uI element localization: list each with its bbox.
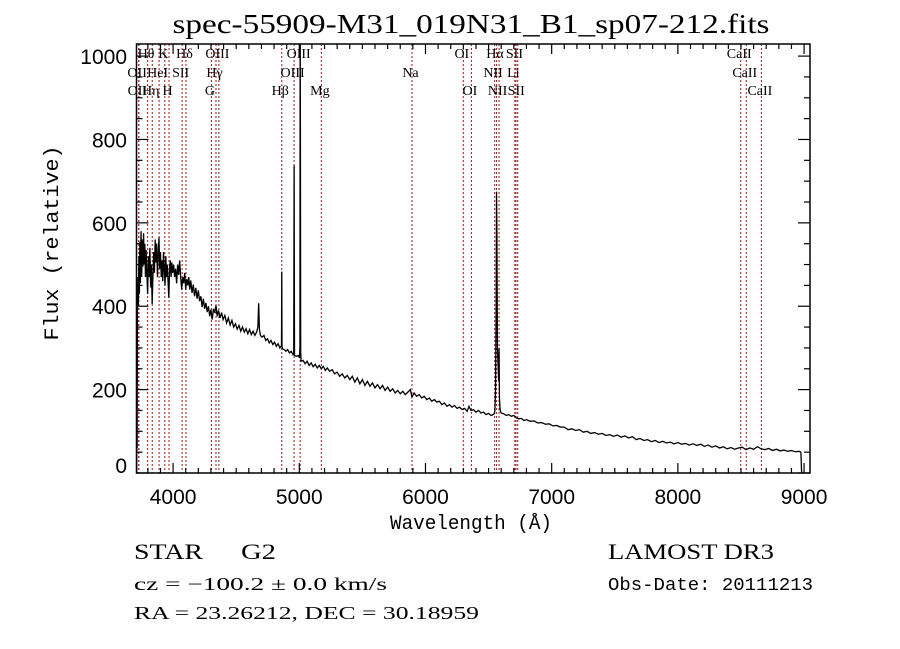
- emission-line-label: OI: [463, 84, 478, 99]
- emission-line-label: G: [205, 84, 215, 99]
- x-tick-label: 4000: [150, 486, 197, 509]
- spectrum-info: STAR G2 cz = −100.2 ± 0.0 km/s RA = 23.2…: [134, 539, 813, 623]
- emission-line-label: OII: [127, 66, 147, 81]
- emission-line-label: Mg: [310, 84, 329, 99]
- emission-line-label: CaII: [732, 66, 757, 81]
- spectrum-plot-area: [136, 44, 803, 473]
- x-tick-label: 7000: [528, 486, 575, 509]
- emission-line-label: CaII: [727, 47, 752, 62]
- emission-line-label: CaII: [747, 84, 772, 99]
- emission-line-label: K: [158, 47, 168, 62]
- emission-line-label: Hθ: [138, 47, 155, 62]
- observation-date: Obs-Date: 20111213: [608, 576, 813, 596]
- redshift-velocity: cz = −100.2 ± 0.0 km/s: [134, 574, 387, 594]
- chart-title: spec-55909-M31_019N31_B1_sp07-212.fits: [173, 9, 770, 39]
- emission-line-label: HeI: [147, 66, 168, 81]
- emission-line-label: NII: [488, 84, 508, 99]
- survey-name: LAMOST DR3: [608, 539, 774, 564]
- x-tick-label: 5000: [276, 486, 323, 509]
- emission-line-label: Hδ: [176, 47, 193, 62]
- plot-frame: [135, 43, 811, 474]
- emission-line-label: Hγ: [206, 66, 222, 81]
- y-tick-label: 1000: [80, 46, 127, 69]
- object-class: STAR: [134, 539, 203, 564]
- x-axis-label: Wavelength (Å): [390, 513, 552, 536]
- emission-line-label: Li: [507, 66, 520, 81]
- emission-line-label: NII: [483, 66, 503, 81]
- x-tick-label: 6000: [402, 486, 449, 509]
- emission-line-label: SII: [172, 66, 189, 81]
- spectrum-line: [136, 44, 803, 473]
- object-subclass: G2: [241, 539, 276, 564]
- y-tick-label: 600: [92, 213, 127, 236]
- axis-ticks: [136, 44, 810, 474]
- y-axis-label: Flux (relative): [42, 146, 65, 341]
- emission-line-label: OIII: [205, 47, 229, 62]
- emission-line-label: OIII: [281, 66, 305, 81]
- y-tick-labels: 0 200 400 600 800 1000: [80, 46, 127, 478]
- x-tick-label: 9000: [781, 486, 828, 509]
- x-tick-labels: 4000 5000 6000 7000 8000 9000: [150, 486, 828, 509]
- y-tick-label: 400: [92, 296, 127, 319]
- emission-line-label: SII: [508, 84, 525, 99]
- emission-line-label: Na: [402, 66, 419, 81]
- emission-line-label: SII: [506, 47, 523, 62]
- emission-line-label: OII: [128, 84, 148, 99]
- emission-line-label: Hη: [142, 84, 159, 99]
- emission-line-label: OIII: [287, 47, 311, 62]
- coordinates: RA = 23.26212, DEC = 30.18959: [134, 603, 479, 623]
- emission-line-label: Hβ: [272, 84, 289, 99]
- y-tick-label: 800: [92, 129, 127, 152]
- x-tick-label: 8000: [655, 486, 702, 509]
- y-tick-label: 0: [115, 455, 127, 478]
- emission-line-label: H: [162, 84, 172, 99]
- emission-line-label: Hα: [486, 47, 504, 62]
- y-tick-label: 200: [92, 380, 127, 403]
- emission-line-label: OI: [454, 47, 469, 62]
